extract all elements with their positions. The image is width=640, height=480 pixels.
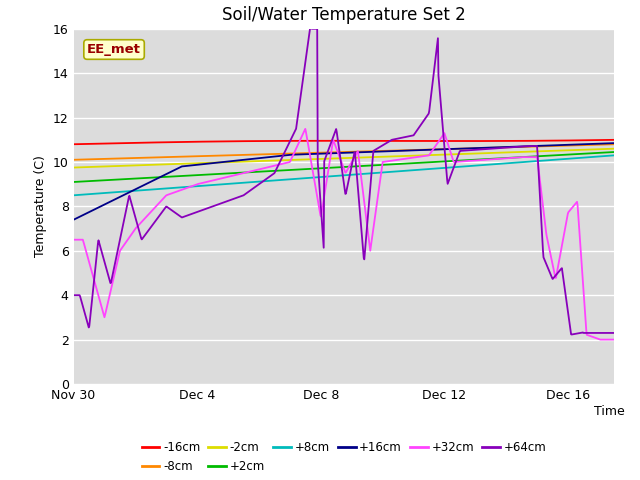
+32cm bbox=[492, 156, 500, 162]
+8cm bbox=[441, 165, 449, 171]
+16cm bbox=[289, 152, 296, 157]
+64cm bbox=[70, 292, 77, 298]
+64cm bbox=[125, 194, 132, 200]
Line: -8cm: -8cm bbox=[74, 144, 614, 160]
Line: +32cm: +32cm bbox=[74, 129, 614, 340]
-16cm bbox=[308, 138, 316, 144]
-8cm bbox=[125, 156, 132, 161]
+16cm bbox=[441, 146, 449, 152]
+64cm bbox=[289, 133, 296, 139]
+2cm bbox=[611, 149, 618, 155]
-16cm bbox=[289, 138, 296, 144]
+32cm bbox=[70, 237, 77, 242]
-16cm bbox=[441, 138, 449, 144]
-16cm bbox=[492, 138, 499, 144]
-8cm bbox=[308, 150, 316, 156]
+8cm bbox=[125, 188, 132, 194]
+8cm bbox=[501, 160, 509, 166]
-2cm bbox=[492, 150, 499, 156]
Line: -2cm: -2cm bbox=[74, 149, 614, 168]
-8cm bbox=[70, 157, 77, 163]
-2cm bbox=[70, 165, 77, 170]
+64cm bbox=[502, 145, 509, 151]
+8cm bbox=[611, 153, 618, 158]
Legend: -16cm, -8cm, -2cm, +2cm, +8cm, +16cm, +32cm, +64cm: -16cm, -8cm, -2cm, +2cm, +8cm, +16cm, +3… bbox=[137, 436, 551, 478]
-2cm bbox=[289, 157, 296, 163]
-2cm bbox=[308, 156, 316, 162]
+32cm bbox=[125, 235, 132, 241]
+32cm bbox=[596, 337, 604, 343]
Line: +16cm: +16cm bbox=[74, 143, 614, 220]
+64cm bbox=[492, 145, 500, 151]
+32cm bbox=[502, 156, 509, 161]
+32cm bbox=[611, 337, 618, 343]
Line: +8cm: +8cm bbox=[74, 156, 614, 195]
-8cm bbox=[492, 145, 499, 151]
+64cm bbox=[442, 157, 449, 163]
+2cm bbox=[308, 166, 316, 172]
+2cm bbox=[125, 176, 132, 182]
+2cm bbox=[289, 167, 296, 173]
+32cm bbox=[442, 133, 449, 139]
Line: +64cm: +64cm bbox=[74, 20, 614, 335]
+16cm bbox=[611, 140, 618, 146]
+2cm bbox=[441, 158, 449, 164]
+8cm bbox=[308, 175, 316, 180]
+2cm bbox=[70, 179, 77, 185]
+64cm bbox=[611, 330, 618, 336]
+2cm bbox=[501, 155, 509, 161]
X-axis label: Time: Time bbox=[595, 405, 625, 418]
+32cm bbox=[301, 126, 309, 132]
-2cm bbox=[441, 152, 449, 157]
Y-axis label: Temperature (C): Temperature (C) bbox=[35, 156, 47, 257]
+16cm bbox=[70, 217, 77, 223]
+16cm bbox=[308, 151, 316, 157]
-16cm bbox=[70, 141, 77, 147]
-2cm bbox=[611, 146, 618, 152]
-2cm bbox=[501, 150, 509, 156]
+16cm bbox=[501, 144, 509, 150]
Line: +2cm: +2cm bbox=[74, 152, 614, 182]
+32cm bbox=[289, 154, 296, 160]
-8cm bbox=[289, 151, 296, 156]
-16cm bbox=[501, 138, 509, 144]
+64cm bbox=[307, 17, 315, 23]
-8cm bbox=[501, 144, 509, 150]
+2cm bbox=[492, 156, 499, 161]
+8cm bbox=[289, 176, 296, 182]
-2cm bbox=[125, 163, 132, 168]
-8cm bbox=[611, 141, 618, 147]
Line: -16cm: -16cm bbox=[74, 140, 614, 144]
+16cm bbox=[492, 144, 499, 150]
+32cm bbox=[308, 166, 316, 171]
+8cm bbox=[70, 192, 77, 198]
Text: EE_met: EE_met bbox=[87, 43, 141, 56]
Title: Soil/Water Temperature Set 2: Soil/Water Temperature Set 2 bbox=[222, 6, 466, 24]
+64cm bbox=[308, 26, 316, 32]
-16cm bbox=[611, 137, 618, 143]
+16cm bbox=[125, 190, 132, 195]
+64cm bbox=[568, 332, 575, 337]
-8cm bbox=[441, 146, 449, 152]
-16cm bbox=[125, 140, 132, 146]
+8cm bbox=[492, 161, 499, 167]
